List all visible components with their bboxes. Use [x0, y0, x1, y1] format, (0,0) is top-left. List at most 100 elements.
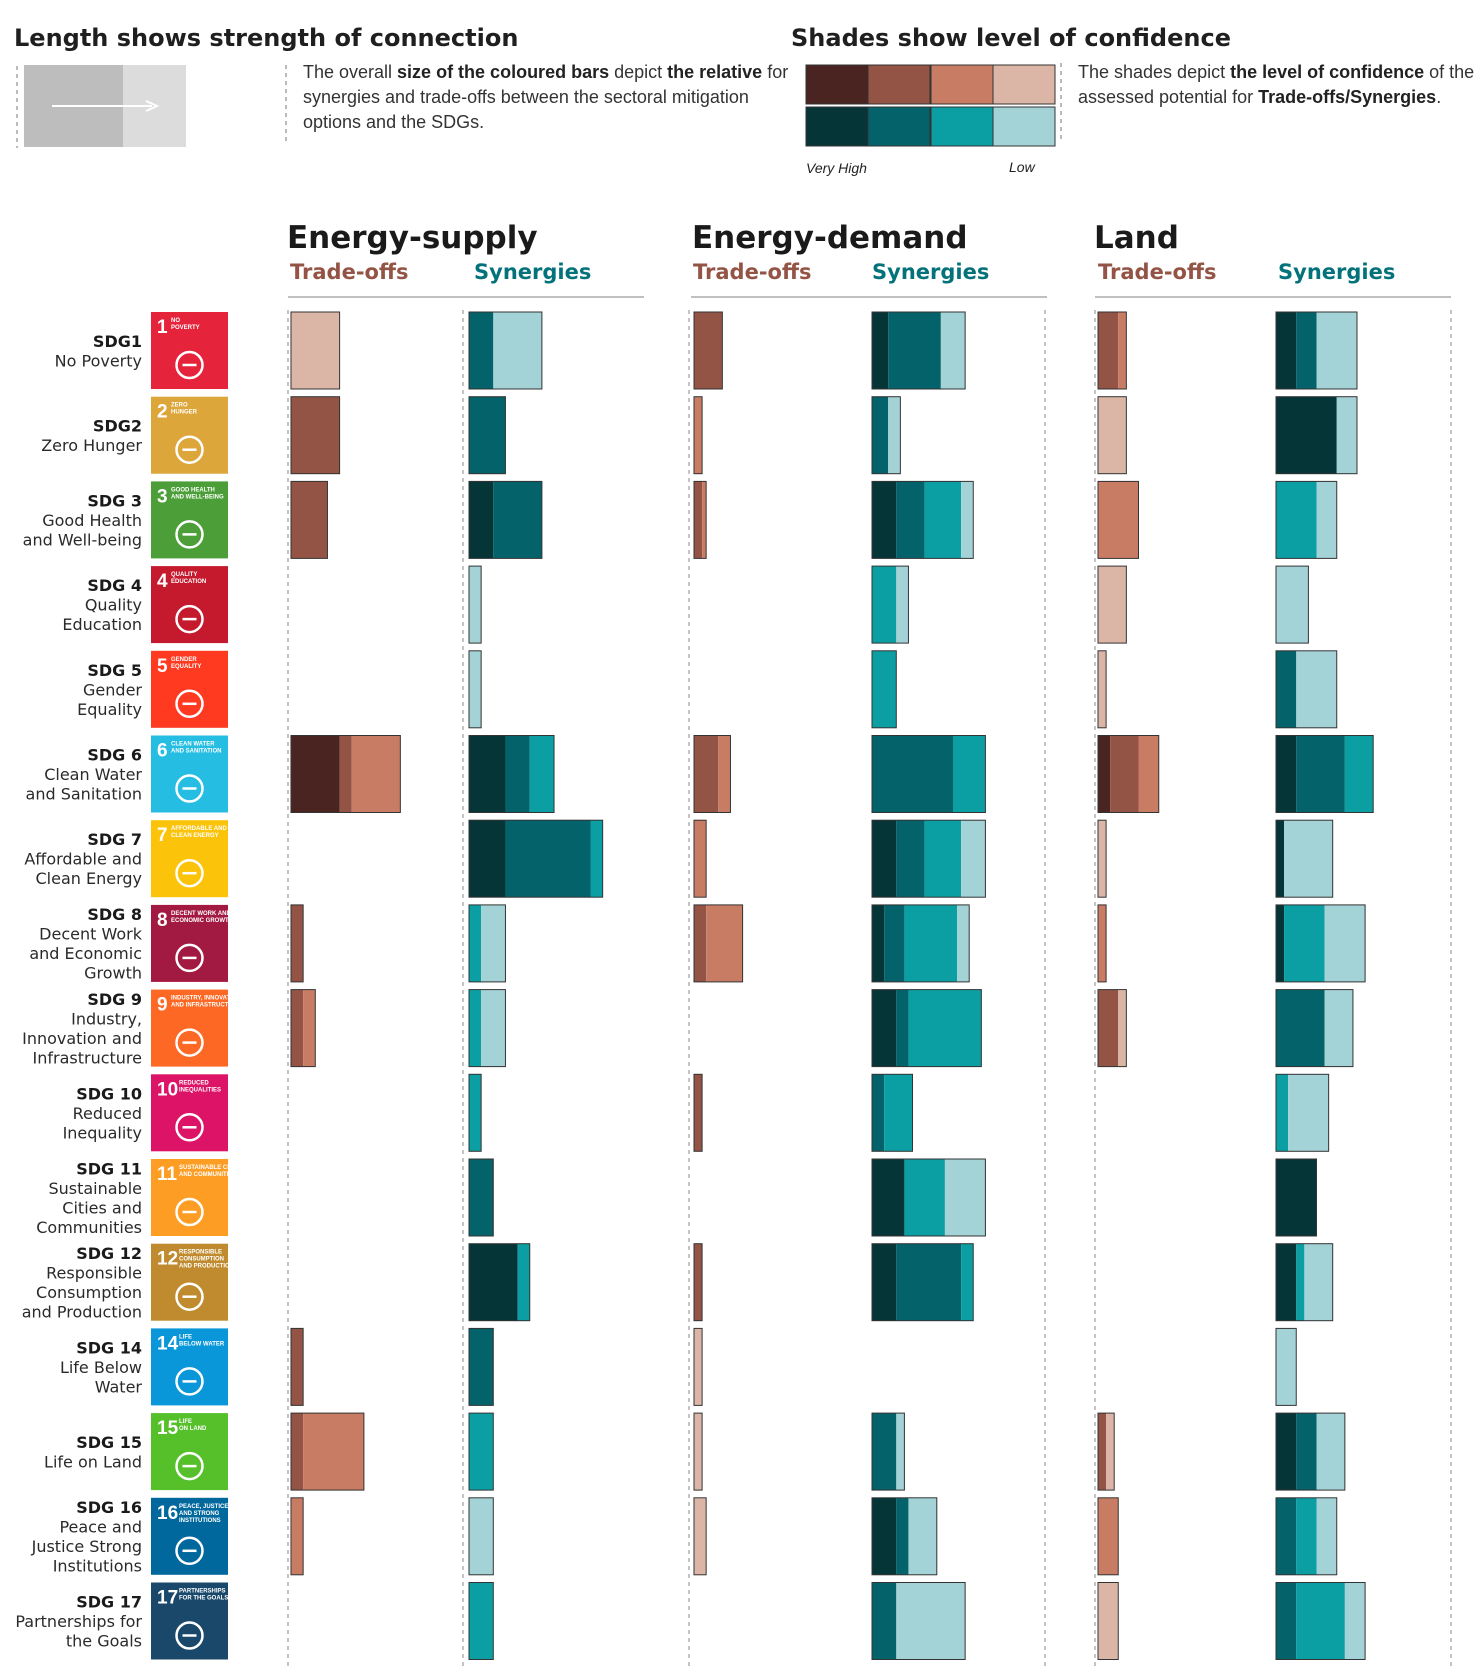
- bar-outline: [290, 480, 328, 559]
- bar-energy-demand-synergies-sdg-12: [871, 1243, 974, 1322]
- sdg-icon-caption: ON LAND: [179, 1426, 207, 1432]
- sdg-icon-caption: INEQUALITIES: [179, 1087, 221, 1093]
- bar-segment-medium: [1276, 481, 1317, 559]
- bar-segment-medium: [924, 481, 962, 559]
- bar-outline: [1275, 650, 1338, 729]
- sdg-pictogram: [175, 1113, 204, 1142]
- bar-outline: [1097, 819, 1107, 898]
- bar-segment-medium: [702, 481, 707, 559]
- legend-shade-title: Shades show level of confidence: [791, 24, 1231, 52]
- bar-segment-low: [1316, 312, 1357, 389]
- bar-segment-high: [1276, 1497, 1297, 1575]
- sector-title-energy-supply: Energy-supply: [287, 220, 538, 256]
- bar-energy-demand-synergies-sdg-8: [871, 904, 970, 983]
- bar-segment-high: [291, 904, 304, 982]
- sdg-icon-caption: ZERO: [171, 403, 188, 409]
- bar-outline: [871, 1582, 966, 1660]
- bar-outline: [1275, 1158, 1317, 1237]
- bar-segment-high: [1296, 312, 1317, 389]
- bar-segment-very-high: [291, 735, 340, 813]
- sdg-icon-number: 1: [157, 317, 168, 338]
- sdg-name-label: Cities and: [62, 1198, 142, 1217]
- bar-outline: [468, 1327, 494, 1406]
- sdg-icon-caption: NO: [171, 318, 180, 324]
- bar-outline: [871, 1158, 986, 1237]
- description-segment: for: [762, 62, 788, 82]
- bar-segment-low: [1098, 1582, 1119, 1660]
- bar-energy-demand-synergies-sdg-6: [871, 735, 986, 813]
- description-segment: The overall: [303, 62, 397, 82]
- legend-length: Length shows strength of connection The …: [14, 24, 788, 148]
- bar-land-synergies-sdg-11: [1275, 1158, 1317, 1237]
- sdg-icon-caption: PARTNERSHIPS: [179, 1589, 226, 1595]
- bar-segment-very-high: [1098, 735, 1111, 813]
- description-segment: the level of confidence: [1230, 62, 1424, 82]
- sdg-icon-tile: [151, 481, 228, 559]
- bar-energy-demand-synergies-sdg-7: [871, 819, 986, 898]
- bar-energy-supply-trade-offs-sdg-9: [290, 989, 316, 1068]
- sdg-name-label: Water: [95, 1377, 143, 1396]
- sdg-name-label: Reduced: [73, 1104, 142, 1123]
- bar-energy-demand-trade-offs-sdg-6: [693, 735, 731, 813]
- bar-energy-demand-trade-offs-sdg-16: [693, 1497, 707, 1576]
- bar-segment-low: [1324, 989, 1353, 1067]
- bar-outline: [290, 1327, 304, 1406]
- bar-segment-high: [896, 1497, 909, 1575]
- bar-energy-demand-trade-offs-sdg-10: [693, 1073, 703, 1152]
- bar-segment-medium: [884, 1074, 913, 1152]
- bar-segment-low: [481, 904, 506, 982]
- series-label-synergies: Synergies: [1278, 260, 1395, 284]
- bar-segment-high: [896, 989, 909, 1067]
- bar-energy-demand-trade-offs-sdg-15: [693, 1412, 703, 1491]
- sdg-code-label: SDG2: [93, 416, 142, 435]
- bar-segment-high: [872, 1582, 897, 1660]
- sdg-name-label: Partnerships for: [15, 1612, 142, 1631]
- bar-energy-supply-synergies-sdg-15: [468, 1412, 494, 1491]
- bar-outline: [871, 396, 901, 475]
- sdg-name-label: the Goals: [66, 1632, 142, 1651]
- sdg-code-label: SDG1: [93, 332, 142, 351]
- bar-outline: [693, 396, 703, 475]
- bar-energy-supply-trade-offs-sdg2: [290, 396, 341, 475]
- bar-outline: [290, 735, 401, 813]
- sdg-icon-caption: AND STRONG: [179, 1511, 220, 1517]
- bar-segment-medium: [1284, 904, 1325, 982]
- bar-outline: [290, 311, 341, 390]
- sdg-icon-tile: [151, 904, 228, 982]
- bar-segment-medium: [1098, 481, 1139, 559]
- sdg-icon-caption: EDUCATION: [171, 579, 206, 585]
- bar-segment-low: [469, 650, 482, 728]
- sdg-name-label: Life on Land: [44, 1452, 142, 1471]
- bar-land-trade-offs-sdg2: [1097, 396, 1127, 475]
- sdg-icon-tile: [151, 1074, 228, 1152]
- description-segment: The shades depict: [1078, 62, 1230, 82]
- bar-segment-medium: [718, 735, 731, 813]
- bar-land-synergies-sdg-5: [1275, 650, 1338, 729]
- sdg-code-label: SDG 17: [76, 1593, 142, 1612]
- bar-energy-demand-synergies-sdg-11: [871, 1158, 986, 1237]
- sdg-name-label: Industry,: [71, 1009, 142, 1028]
- bar-outline: [693, 311, 723, 390]
- description-segment: depict: [609, 62, 667, 82]
- bar-segment-low: [944, 1159, 986, 1236]
- bar-segment-low: [1276, 1328, 1297, 1406]
- bar-energy-demand-trade-offs-sdg-12: [693, 1243, 703, 1322]
- bar-energy-demand-synergies-sdg-4: [871, 565, 909, 644]
- bar-segment-very-high: [1276, 820, 1285, 898]
- bar-segment-low: [961, 481, 974, 559]
- bar-energy-supply-synergies-sdg1: [468, 311, 543, 390]
- legend-length-title: Length shows strength of connection: [14, 24, 518, 52]
- bar-outline: [468, 1412, 494, 1491]
- bar-segment-low: [1098, 396, 1127, 474]
- bar-segment-medium: [924, 820, 962, 898]
